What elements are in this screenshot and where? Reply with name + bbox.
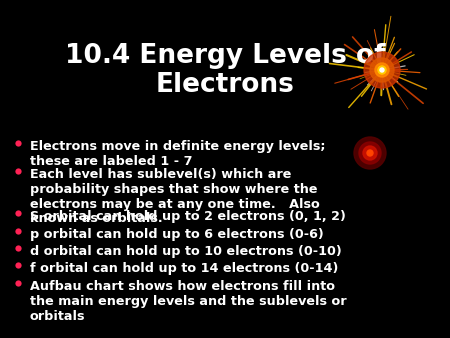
Circle shape: [354, 137, 386, 169]
Text: f orbital can hold up to 14 electrons (0-14): f orbital can hold up to 14 electrons (0…: [30, 262, 338, 275]
Text: d orbital can hold up to 10 electrons (0-10): d orbital can hold up to 10 electrons (0…: [30, 245, 342, 258]
Circle shape: [370, 58, 394, 82]
Text: S orbital can hold up to 2 electrons (0, 1, 2): S orbital can hold up to 2 electrons (0,…: [30, 210, 346, 223]
Circle shape: [378, 66, 386, 74]
Text: p orbital can hold up to 6 electrons (0-6): p orbital can hold up to 6 electrons (0-…: [30, 228, 324, 241]
Circle shape: [359, 142, 381, 164]
Text: Each level has sublevel(s) which are
probability shapes that show where the
elec: Each level has sublevel(s) which are pro…: [30, 168, 320, 225]
Circle shape: [363, 146, 377, 160]
Circle shape: [364, 52, 400, 88]
Text: Electrons move in definite energy levels;
these are labeled 1 - 7: Electrons move in definite energy levels…: [30, 140, 325, 168]
Text: 10.4 Energy Levels of
Electrons: 10.4 Energy Levels of Electrons: [65, 43, 385, 98]
Circle shape: [367, 150, 373, 156]
Circle shape: [375, 63, 389, 77]
Circle shape: [380, 68, 384, 72]
Text: Aufbau chart shows how electrons fill into
the main energy levels and the sublev: Aufbau chart shows how electrons fill in…: [30, 280, 346, 322]
